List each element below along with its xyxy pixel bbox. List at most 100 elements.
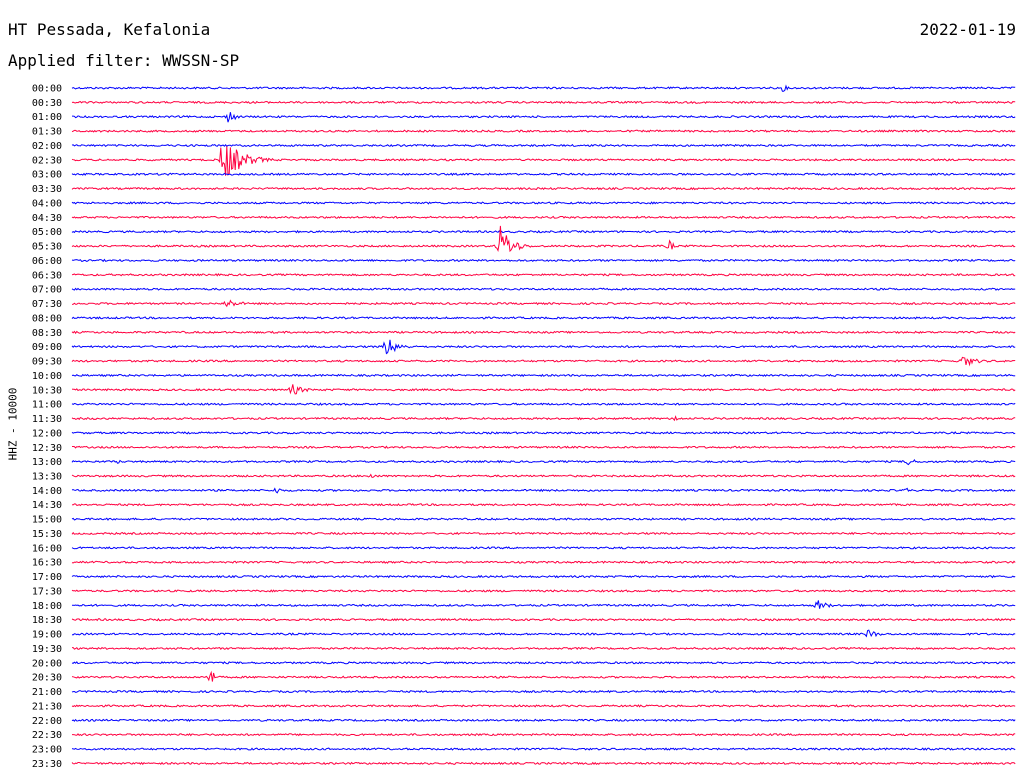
- row-label-0900: 09:00: [32, 342, 62, 353]
- trace-1100: [71, 402, 1016, 406]
- row-label-0930: 09:30: [32, 357, 62, 368]
- trace-0900: [71, 339, 1016, 355]
- trace-0830: [71, 330, 1016, 335]
- row-label-0800: 08:00: [32, 313, 62, 324]
- row-label-1200: 12:00: [32, 428, 62, 439]
- trace-2200: [71, 718, 1016, 723]
- trace-1500: [71, 517, 1016, 521]
- trace-1200: [71, 431, 1016, 435]
- trace-2330: [71, 761, 1016, 766]
- trace-1700: [71, 574, 1016, 579]
- row-label-1500: 15:00: [32, 515, 62, 526]
- trace-2300: [71, 747, 1016, 751]
- trace-1630: [71, 560, 1016, 564]
- trace-0400: [71, 201, 1016, 205]
- row-label-2030: 20:30: [32, 673, 62, 684]
- trace-1300: [71, 459, 1016, 466]
- trace-1030: [71, 384, 1016, 395]
- row-label-2230: 22:30: [32, 730, 62, 741]
- row-tick-labels: 00:00 00:30 01:00 01:30 02:00 02:30 03:00 03:30…: [32, 84, 62, 770]
- seismogram-traces: [71, 84, 1016, 766]
- row-label-1130: 11:30: [32, 414, 62, 425]
- row-label-1430: 14:30: [32, 500, 62, 511]
- trace-1130: [71, 415, 1016, 422]
- row-label-1730: 17:30: [32, 586, 62, 597]
- trace-2230: [72, 732, 1016, 737]
- trace-0730: [71, 299, 1016, 308]
- trace-1330: [71, 473, 1016, 478]
- trace-0530: [71, 225, 1016, 253]
- row-label-0030: 00:30: [32, 98, 62, 109]
- row-label-1700: 17:00: [32, 572, 62, 583]
- trace-0130: [71, 129, 1016, 133]
- trace-1600: [71, 546, 1016, 550]
- row-label-0200: 02:00: [32, 141, 62, 152]
- trace-1900: [71, 629, 1016, 638]
- row-label-1330: 13:30: [32, 471, 62, 482]
- row-label-0700: 07:00: [32, 285, 62, 296]
- row-label-0000: 00:00: [32, 84, 62, 95]
- trace-1530: [71, 531, 1016, 536]
- row-label-1830: 18:30: [32, 615, 62, 626]
- trace-2030: [71, 670, 1016, 682]
- row-label-0630: 06:30: [32, 270, 62, 281]
- row-label-0830: 08:30: [32, 328, 62, 339]
- row-label-2000: 20:00: [32, 658, 62, 669]
- row-label-1230: 12:30: [32, 443, 62, 454]
- row-label-0330: 03:30: [32, 184, 62, 195]
- trace-1830: [71, 618, 1016, 622]
- trace-1930: [72, 646, 1016, 651]
- trace-0100: [72, 112, 1016, 123]
- trace-0000: [71, 84, 1016, 92]
- trace-0600: [71, 258, 1016, 263]
- trace-0800: [71, 316, 1016, 320]
- row-label-1530: 15:30: [32, 529, 62, 540]
- row-label-0300: 03:00: [32, 170, 62, 181]
- trace-0500: [71, 229, 1016, 234]
- trace-0200: [71, 143, 1016, 148]
- trace-2100: [71, 689, 1016, 694]
- trace-1430: [71, 503, 1016, 507]
- row-label-1600: 16:00: [32, 543, 62, 554]
- row-label-1000: 10:00: [32, 371, 62, 382]
- trace-0700: [71, 287, 1016, 291]
- row-label-0730: 07:30: [32, 299, 62, 310]
- row-label-0600: 06:00: [32, 256, 62, 267]
- row-label-0530: 05:30: [32, 242, 62, 253]
- row-label-1030: 10:30: [32, 385, 62, 396]
- row-label-2100: 21:00: [32, 687, 62, 698]
- row-label-1900: 19:00: [32, 630, 62, 641]
- row-label-0400: 04:00: [32, 198, 62, 209]
- row-label-1100: 11:00: [32, 400, 62, 411]
- trace-0300: [71, 172, 1016, 176]
- trace-2130: [71, 704, 1016, 708]
- row-label-1300: 13:00: [32, 457, 62, 468]
- row-label-0500: 05:00: [32, 227, 62, 238]
- row-label-1800: 18:00: [32, 601, 62, 612]
- row-label-0100: 01:00: [32, 112, 62, 123]
- filter-label: Applied filter: WWSSN-SP: [8, 51, 240, 70]
- row-label-0130: 01:30: [32, 127, 62, 138]
- row-label-0430: 04:30: [32, 213, 62, 224]
- trace-0230: [71, 146, 1016, 176]
- row-label-2330: 23:30: [32, 759, 62, 770]
- row-label-1630: 16:30: [32, 558, 62, 569]
- trace-1230: [72, 445, 1016, 449]
- trace-0630: [71, 273, 1016, 277]
- row-label-1400: 14:00: [32, 486, 62, 497]
- trace-1400: [71, 487, 1016, 494]
- row-label-2130: 21:30: [32, 701, 62, 712]
- trace-0030: [71, 100, 1016, 105]
- trace-0930: [71, 356, 1016, 367]
- row-label-1930: 19:30: [32, 644, 62, 655]
- trace-0430: [71, 215, 1016, 220]
- trace-2000: [71, 661, 1016, 665]
- row-label-2300: 23:00: [32, 745, 62, 756]
- row-label-2200: 22:00: [32, 716, 62, 727]
- trace-0330: [71, 186, 1016, 191]
- record-date: 2022-01-19: [919, 20, 1016, 39]
- trace-1730: [71, 589, 1016, 593]
- station-title: HT Pessada, Kefalonia: [8, 20, 211, 39]
- trace-1800: [71, 600, 1016, 609]
